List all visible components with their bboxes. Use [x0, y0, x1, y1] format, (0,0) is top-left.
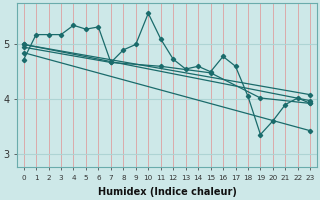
- X-axis label: Humidex (Indice chaleur): Humidex (Indice chaleur): [98, 187, 236, 197]
